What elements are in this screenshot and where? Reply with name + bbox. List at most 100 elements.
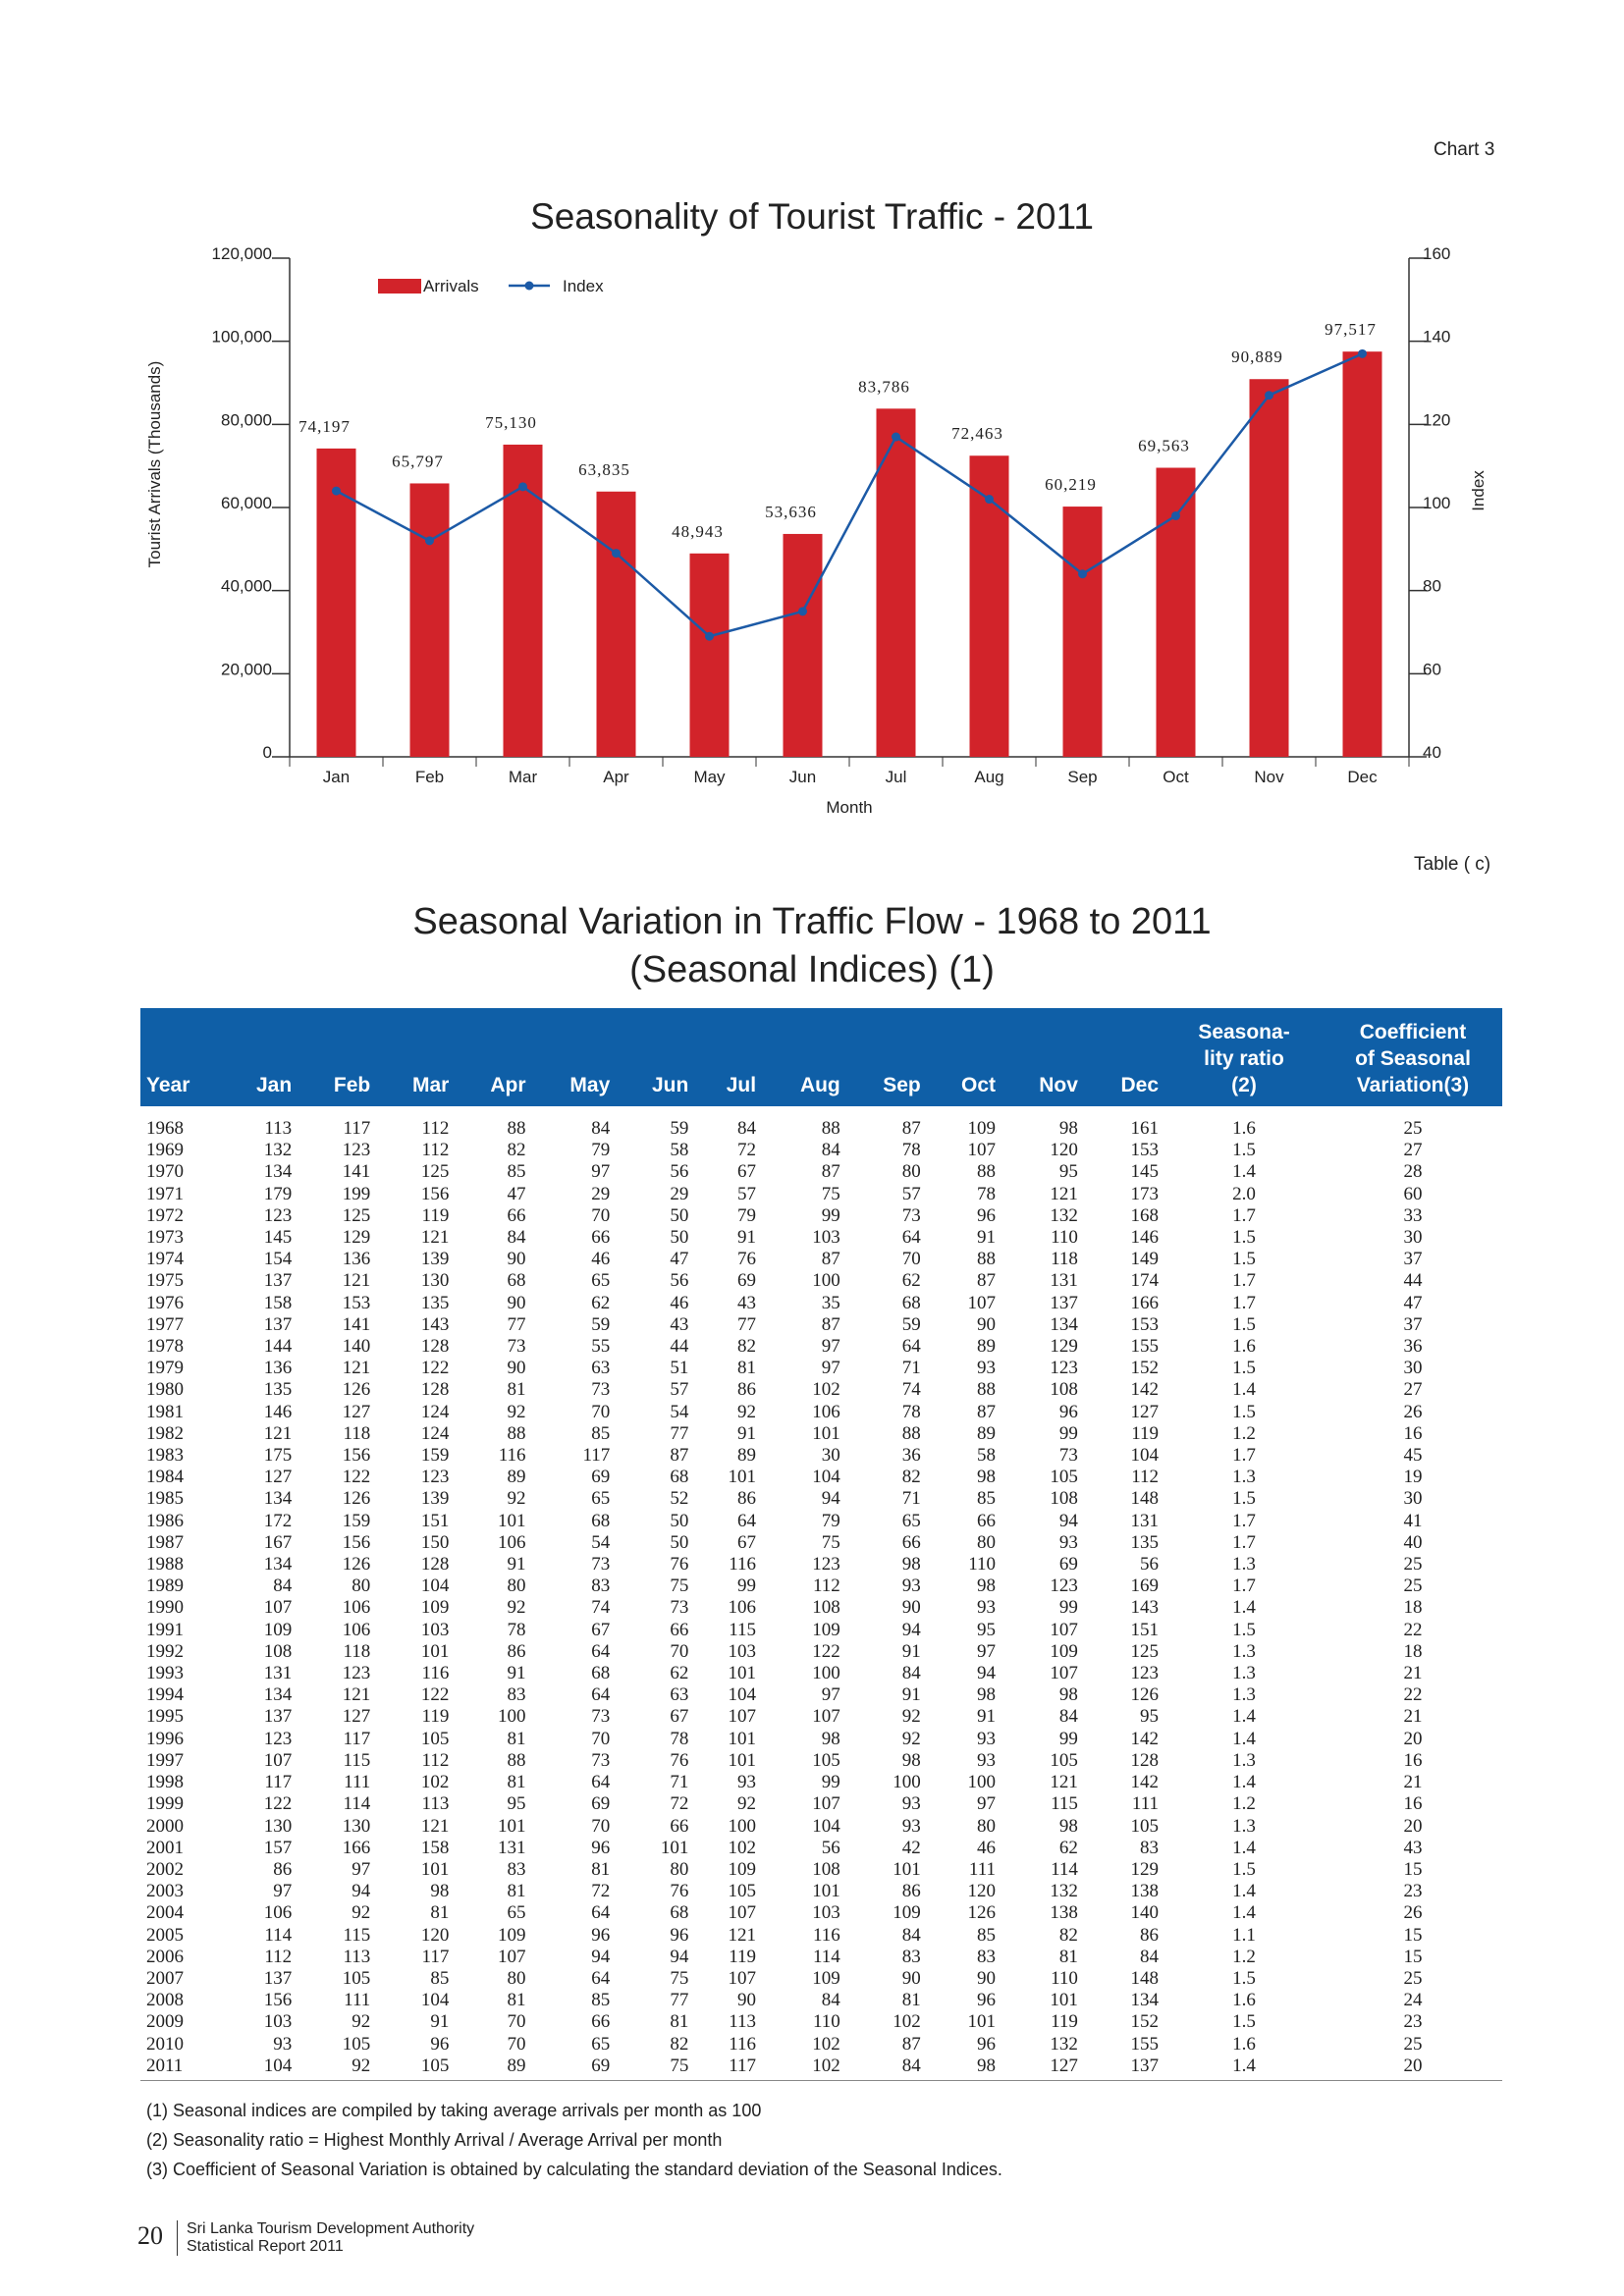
index-cell: 70	[507, 2033, 526, 2055]
index-cell: 126	[1130, 1684, 1160, 1706]
y2-tick-label: 80	[1423, 577, 1441, 596]
index-cell: 116	[729, 2033, 757, 2055]
index-cell: 137	[1083, 2055, 1164, 2081]
year-cell: 1984	[146, 1467, 184, 1488]
index-point	[425, 536, 434, 546]
index-cell: 76	[670, 1554, 689, 1575]
y-tick-label: 80,000	[221, 410, 272, 429]
stat-cell: 25	[1403, 2033, 1423, 2055]
index-cell: 88	[977, 1161, 997, 1183]
index-cell: 84	[821, 1990, 840, 2011]
stat-cell: 1.6	[1232, 1336, 1256, 1358]
index-cell: 78	[901, 1401, 921, 1422]
index-cell: 97	[977, 1640, 997, 1662]
bar-data-label: 60,219	[1045, 475, 1097, 494]
index-cell: 121	[728, 1924, 757, 1946]
index-cell: 117	[343, 1728, 371, 1749]
index-cell: 117	[264, 1772, 293, 1793]
index-cell: 88	[821, 1118, 840, 1139]
index-cell: 81	[1058, 1946, 1078, 1967]
index-cell: 110	[812, 2011, 840, 2033]
stat-cell: 19	[1403, 1467, 1423, 1488]
index-cell: 156	[420, 1183, 450, 1204]
stat-cell: 16	[1403, 1422, 1423, 1444]
x-axis-title: Month	[826, 798, 872, 817]
index-cell: 118	[343, 1640, 371, 1662]
index-line	[335, 352, 1364, 638]
header-year: Year	[140, 1008, 221, 1106]
stat-cell: 45	[1403, 1445, 1423, 1467]
year-cell: 1994	[146, 1684, 184, 1706]
header-jun: Jun	[616, 1008, 695, 1106]
index-cell: 73	[591, 1749, 611, 1771]
index-cell: 72	[737, 1140, 757, 1161]
stat-cell: 26	[1403, 1401, 1423, 1422]
index-cell: 96	[977, 1204, 997, 1226]
stat-cell: 41	[1403, 1510, 1423, 1531]
stat-cell: 27	[1403, 1379, 1423, 1401]
index-cell: 91	[977, 1706, 997, 1728]
index-cell: 107	[263, 1597, 293, 1619]
table-row: 2006 112 113 117 107 94 94 119 114 83 83 81 84 1.2 15	[140, 1947, 1502, 1968]
stat-cell: 23	[1403, 2011, 1423, 2033]
index-cell: 99	[737, 1575, 757, 1597]
index-cell: 143	[1130, 1597, 1160, 1619]
index-cell: 117	[582, 1445, 611, 1467]
index-cell: 131	[263, 1663, 293, 1684]
page-number: 20	[137, 2221, 163, 2250]
table-title-line2: (Seasonal Indices) (1)	[629, 949, 995, 990]
index-cell: 174	[1130, 1270, 1160, 1292]
index-cell: 72	[670, 1793, 689, 1815]
index-cell: 142	[1130, 1379, 1160, 1401]
index-cell: 89	[977, 1422, 997, 1444]
index-cell: 57	[670, 1379, 689, 1401]
stat-cell: 30	[1403, 1488, 1423, 1510]
index-cell: 132	[263, 1140, 293, 1161]
index-cell: 74	[591, 1597, 611, 1619]
year-cell: 1974	[146, 1249, 184, 1270]
index-cell: 148	[1130, 1967, 1160, 1989]
index-cell: 84	[1058, 1706, 1078, 1728]
header-apr: Apr	[455, 1008, 532, 1106]
index-cell: 123	[812, 1554, 840, 1575]
header-feb: Feb	[298, 1008, 377, 1106]
index-cell: 142	[1130, 1728, 1160, 1749]
index-cell: 87	[821, 1161, 840, 1183]
index-cell: 104	[420, 1575, 450, 1597]
index-cell: 88	[977, 1249, 997, 1270]
index-cell: 127	[342, 1706, 371, 1728]
index-cell: 72	[591, 1881, 611, 1902]
index-cell: 134	[263, 1161, 293, 1183]
index-cell: 122	[342, 1467, 371, 1488]
index-cell: 106	[342, 1619, 371, 1640]
index-cell: 153	[342, 1292, 371, 1313]
index-cell: 121	[420, 1815, 450, 1837]
stat-cell: 1.3	[1232, 1684, 1256, 1706]
index-cell: 137	[263, 1270, 293, 1292]
index-cell: 69	[591, 1793, 611, 1815]
index-cell: 90	[901, 1597, 921, 1619]
table-row: 1997 107 115 112 88 73 76 101 105 98 93 105 128 1.3 16	[140, 1750, 1502, 1772]
table-row: 2005 114 115 120 109 96 96 121 116 84 85 82 86 1.1 15	[140, 1925, 1502, 1947]
index-cell: 109	[812, 1619, 840, 1640]
stat-cell: 20	[1324, 2055, 1502, 2081]
index-cell: 87	[977, 1270, 997, 1292]
index-cell: 110	[968, 1554, 997, 1575]
index-cell: 121	[342, 1358, 371, 1379]
index-cell: 103	[728, 1640, 757, 1662]
index-cell: 101	[812, 1422, 840, 1444]
index-cell: 102	[893, 2011, 921, 2033]
index-cell: 109	[420, 1597, 450, 1619]
index-cell: 69	[591, 1467, 611, 1488]
index-cell: 47	[507, 1183, 526, 1204]
stat-cell: 20	[1403, 1728, 1423, 1749]
index-cell: 107	[263, 1749, 293, 1771]
index-cell: 80	[977, 1815, 997, 1837]
index-cell: 64	[591, 1772, 611, 1793]
y2-axis-title: Index	[1469, 470, 1488, 511]
index-cell: 161	[1130, 1118, 1160, 1139]
table-row: 2004 106 92 81 65 64 68 107 103 109 126 138 140 1.4 26	[140, 1902, 1502, 1924]
index-cell: 82	[670, 2033, 689, 2055]
index-cell: 62	[1058, 1837, 1078, 1858]
index-cell: 73	[507, 1336, 526, 1358]
